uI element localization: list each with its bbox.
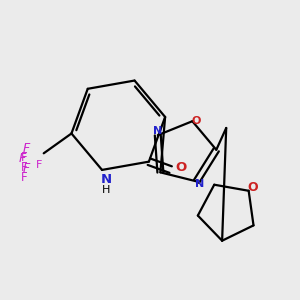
Text: F: F: [18, 152, 26, 165]
Text: F: F: [22, 142, 29, 155]
Text: F: F: [22, 162, 29, 175]
Text: O: O: [175, 161, 186, 174]
Text: F: F: [21, 151, 27, 164]
Text: F: F: [21, 171, 27, 184]
Text: N: N: [100, 173, 112, 186]
Text: N: N: [153, 126, 162, 136]
Text: O: O: [247, 181, 258, 194]
Text: F: F: [36, 160, 42, 170]
Text: O: O: [192, 116, 201, 126]
Text: N: N: [195, 179, 204, 189]
Text: H: H: [102, 185, 110, 195]
Text: F: F: [21, 161, 27, 174]
